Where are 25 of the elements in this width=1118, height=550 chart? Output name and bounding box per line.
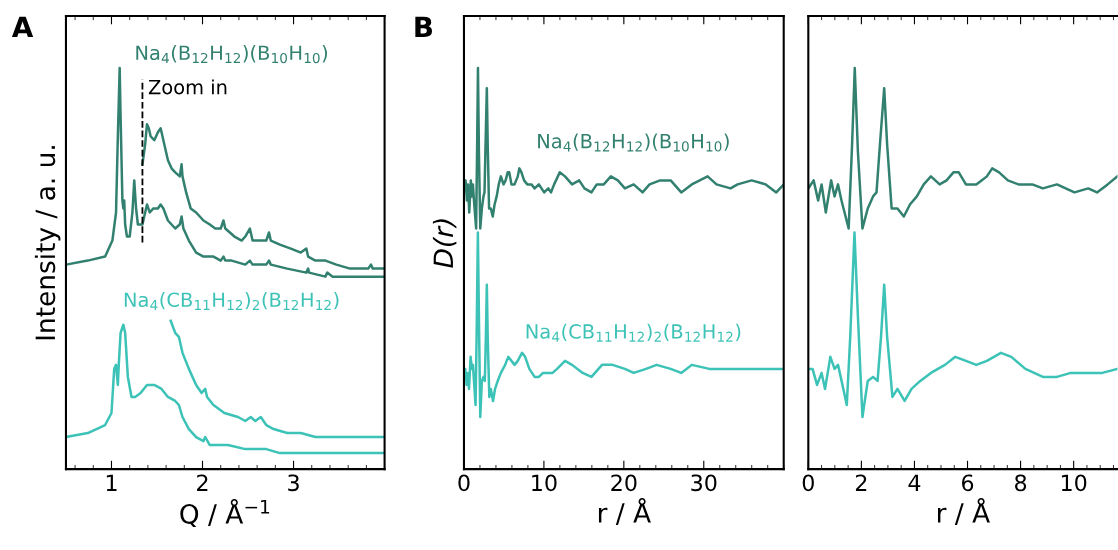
x-tick-label: 10: [1061, 474, 1087, 492]
y-axis-title: Intensity / a. u.: [34, 146, 61, 340]
x-tick-label: 30: [691, 474, 717, 492]
x-tick-label: 3: [288, 474, 299, 492]
x-tick-label: 4: [908, 474, 921, 491]
x-axis-title: r / Å: [598, 498, 651, 525]
x-tick-label: 1: [106, 474, 117, 491]
x-tick-label: 8: [1015, 474, 1027, 492]
text: Na$_{4}$(B$_{12}$H$_{12}$)(B$_{10}$H$_{10}$): [538, 133, 729, 152]
x-tick-label: 6: [962, 474, 974, 492]
text: Na$_{4}$(B$_{12}$H$_{12}$)(B$_{10}$H$_{10}$): [136, 45, 328, 64]
x-tick-label: 10: [532, 474, 557, 492]
text: Na$_{4}$(CB$_{11}$H$_{12}$)$_{2}$(B$_{12}$H$_{12}$): [526, 323, 741, 342]
x-tick-label: 0: [802, 474, 814, 492]
chart-title: A: [11, 16, 34, 38]
x-tick-label: 2: [197, 474, 208, 491]
x-axis-title: r / Å: [937, 498, 990, 525]
chart-title: B: [415, 16, 433, 38]
x-tick-label: 2: [855, 474, 867, 491]
y-axis-title: D(r): [432, 219, 457, 268]
x-tick-label: 0: [458, 474, 470, 492]
ref-line-label: Zoom in: [148, 79, 227, 95]
text: Na$_{4}$(CB$_{11}$H$_{12}$)$_{2}$(B$_{12}$H$_{12}$): [124, 292, 339, 310]
x-axis-title: Q / Å$^{−1}$: [180, 499, 270, 527]
x-tick-label: 20: [611, 474, 637, 492]
